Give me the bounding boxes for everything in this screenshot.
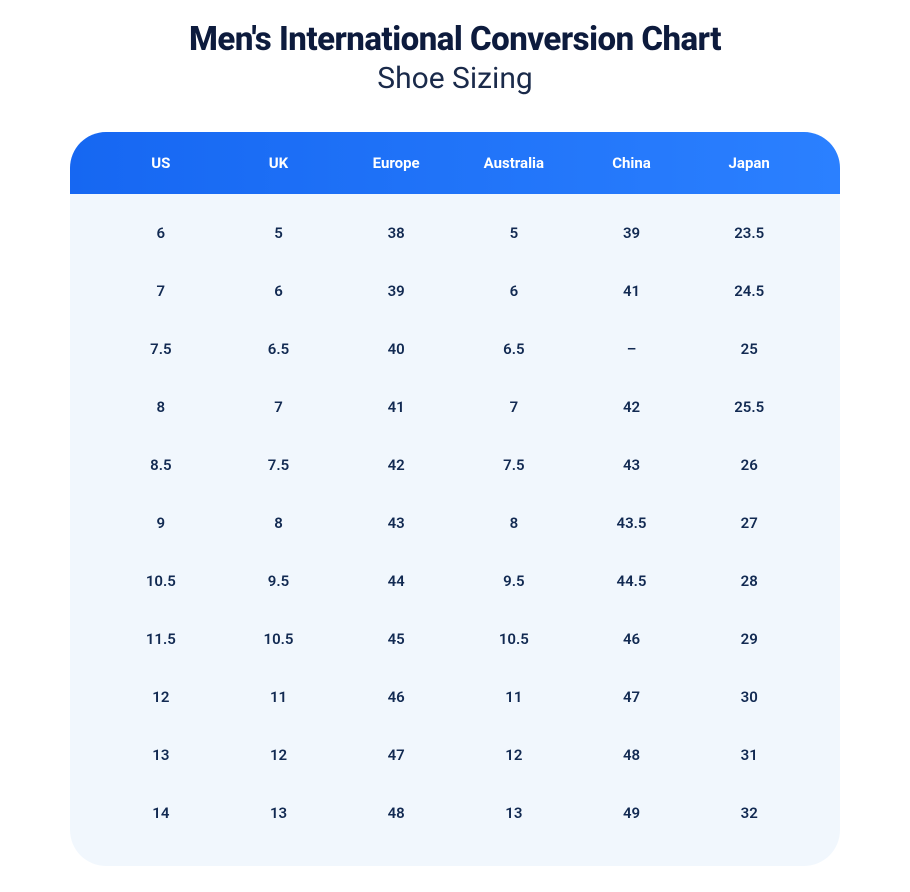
- table-row: 11.510.54510.54629: [102, 610, 808, 668]
- table-cell: 48: [573, 746, 691, 764]
- table-cell: 29: [690, 630, 808, 648]
- table-cell: 10.5: [455, 630, 573, 648]
- table-cell: 23.5: [690, 224, 808, 242]
- table-cell: 28: [690, 572, 808, 590]
- table-header-cell: US: [102, 154, 220, 172]
- table-cell: 43: [573, 456, 691, 474]
- table-cell: 41: [337, 398, 455, 416]
- table-cell: 11.5: [102, 630, 220, 648]
- table-cell: 12: [220, 746, 338, 764]
- table-cell: 11: [455, 688, 573, 706]
- table-cell: 9.5: [220, 572, 338, 590]
- page-title: Men's International Conversion Chart: [0, 20, 910, 59]
- table-cell: 25: [690, 340, 808, 358]
- table-row: 10.59.5449.544.528: [102, 552, 808, 610]
- table-cell: 25.5: [690, 398, 808, 416]
- table-header-cell: Japan: [690, 154, 808, 172]
- table-cell: 40: [337, 340, 455, 358]
- table-cell: 7.5: [455, 456, 573, 474]
- table-cell: 6.5: [220, 340, 338, 358]
- table-cell: 39: [337, 282, 455, 300]
- table-row: 7.56.5406.5–25: [102, 320, 808, 378]
- table-cell: 9: [102, 514, 220, 532]
- table-cell: 7.5: [102, 340, 220, 358]
- table-cell: 44.5: [573, 572, 691, 590]
- table-cell: 30: [690, 688, 808, 706]
- table-cell: 32: [690, 804, 808, 822]
- table-cell: 7: [102, 282, 220, 300]
- table-cell: 13: [455, 804, 573, 822]
- table-cell: 6: [455, 282, 573, 300]
- table-cell: 46: [337, 688, 455, 706]
- table-row: 131247124831: [102, 726, 808, 784]
- table-cell: –: [573, 340, 691, 358]
- table-row: 141348134932: [102, 784, 808, 842]
- table-cell: 13: [102, 746, 220, 764]
- table-row: 121146114730: [102, 668, 808, 726]
- table-cell: 6.5: [455, 340, 573, 358]
- table-cell: 39: [573, 224, 691, 242]
- table-cell: 7.5: [220, 456, 338, 474]
- table-cell: 6: [102, 224, 220, 242]
- table-cell: 42: [573, 398, 691, 416]
- conversion-table: USUKEuropeAustraliaChinaJapan 653853923.…: [70, 132, 840, 866]
- table-cell: 12: [102, 688, 220, 706]
- table-cell: 43: [337, 514, 455, 532]
- table-row: 653853923.5: [102, 204, 808, 262]
- table-header-cell: UK: [220, 154, 338, 172]
- table-cell: 8: [455, 514, 573, 532]
- table-header-cell: Europe: [337, 154, 455, 172]
- table-cell: 11: [220, 688, 338, 706]
- table-row: 8.57.5427.54326: [102, 436, 808, 494]
- table-cell: 12: [455, 746, 573, 764]
- table-cell: 46: [573, 630, 691, 648]
- page-subtitle: Shoe Sizing: [0, 61, 910, 96]
- table-cell: 14: [102, 804, 220, 822]
- table-cell: 5: [220, 224, 338, 242]
- table-cell: 6: [220, 282, 338, 300]
- table-cell: 31: [690, 746, 808, 764]
- table-cell: 13: [220, 804, 338, 822]
- table-row: 9843843.527: [102, 494, 808, 552]
- table-cell: 8.5: [102, 456, 220, 474]
- table-cell: 45: [337, 630, 455, 648]
- table-cell: 8: [102, 398, 220, 416]
- table-row: 763964124.5: [102, 262, 808, 320]
- table-cell: 42: [337, 456, 455, 474]
- table-cell: 26: [690, 456, 808, 474]
- table-cell: 41: [573, 282, 691, 300]
- table-row: 874174225.5: [102, 378, 808, 436]
- table-cell: 47: [337, 746, 455, 764]
- table-cell: 44: [337, 572, 455, 590]
- table-cell: 27: [690, 514, 808, 532]
- table-cell: 9.5: [455, 572, 573, 590]
- table-cell: 47: [573, 688, 691, 706]
- title-block: Men's International Conversion Chart Sho…: [0, 20, 910, 96]
- table-header-cell: China: [573, 154, 691, 172]
- table-cell: 7: [455, 398, 573, 416]
- table-cell: 8: [220, 514, 338, 532]
- table-cell: 49: [573, 804, 691, 822]
- table-header-cell: Australia: [455, 154, 573, 172]
- table-cell: 48: [337, 804, 455, 822]
- table-cell: 5: [455, 224, 573, 242]
- table-cell: 24.5: [690, 282, 808, 300]
- table-header-row: USUKEuropeAustraliaChinaJapan: [70, 132, 840, 194]
- table-cell: 10.5: [220, 630, 338, 648]
- table-cell: 43.5: [573, 514, 691, 532]
- table-cell: 10.5: [102, 572, 220, 590]
- table-body: 653853923.5763964124.57.56.5406.5–258741…: [70, 194, 840, 866]
- table-cell: 7: [220, 398, 338, 416]
- table-cell: 38: [337, 224, 455, 242]
